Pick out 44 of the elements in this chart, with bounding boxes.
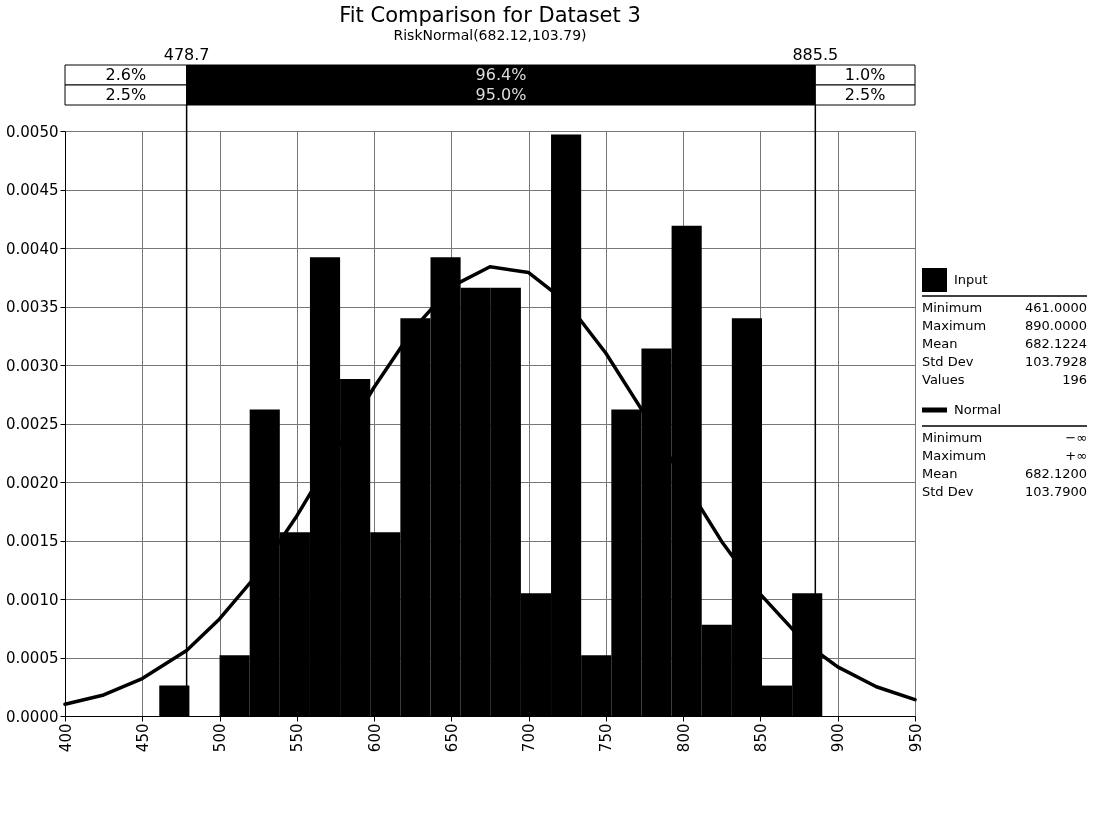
y-tick-label: 0.0030 — [6, 356, 59, 375]
x-tick-label: 500 — [211, 723, 230, 753]
chart-subtitle: RiskNormal(682.12,103.79) — [393, 27, 587, 43]
x-tick-label: 900 — [829, 723, 848, 753]
y-tick-label: 0.0035 — [6, 298, 59, 316]
ref-line-label: 885.5 — [792, 45, 839, 64]
text: Maximum +∞ — [922, 448, 1087, 463]
x-tick-label: 850 — [751, 723, 770, 753]
y-tick-label: 0.0010 — [6, 590, 59, 609]
x-tick-label: 550 — [288, 723, 307, 753]
text: Std Dev 103.7928 — [922, 354, 1087, 369]
y-tick-label: 0.0020 — [6, 473, 59, 492]
x-tick-label: 750 — [597, 723, 616, 753]
x-tick-label: 600 — [365, 723, 384, 753]
y-tick-label: 0.0045 — [6, 181, 59, 199]
text: 2.5% — [105, 85, 147, 104]
x-tick-label: 650 — [442, 723, 461, 753]
text: 2.5% — [844, 85, 886, 104]
text: Values 196 — [922, 372, 1087, 387]
x-tick-label: 950 — [906, 723, 925, 753]
ref-line-label: 478.7 — [163, 45, 210, 64]
y-tick-label: 0.0005 — [6, 649, 59, 667]
text: Std Dev 103.7900 — [922, 484, 1087, 499]
legend-label: Input — [954, 272, 988, 287]
text: 96.4% — [475, 65, 527, 84]
text: 95.0% — [475, 85, 527, 104]
y-tick-label: 0.0040 — [6, 239, 59, 258]
y-tick-label: 0.0025 — [6, 415, 59, 433]
text: Mean 682.1224 — [922, 336, 1087, 351]
text: 2.6% — [105, 65, 147, 84]
y-tick-label: 0.0000 — [6, 707, 59, 726]
text: Mean 682.1200 — [922, 466, 1087, 481]
text: 1.0% — [844, 65, 886, 84]
chart-title: Fit Comparison for Dataset 3 — [339, 3, 641, 27]
x-tick-label: 800 — [674, 723, 693, 753]
text: Minimum 461.0000 — [922, 300, 1087, 315]
text: Maximum 890.0000 — [922, 318, 1087, 333]
x-tick-label: 700 — [520, 723, 539, 753]
y-tick-label: 0.0050 — [6, 122, 59, 141]
text: Minimum −∞ — [922, 430, 1087, 445]
x-tick-label: 450 — [133, 723, 152, 753]
y-tick-label: 0.0015 — [6, 532, 59, 550]
legend-label: Normal — [954, 402, 1002, 417]
x-tick-label: 400 — [56, 723, 75, 753]
